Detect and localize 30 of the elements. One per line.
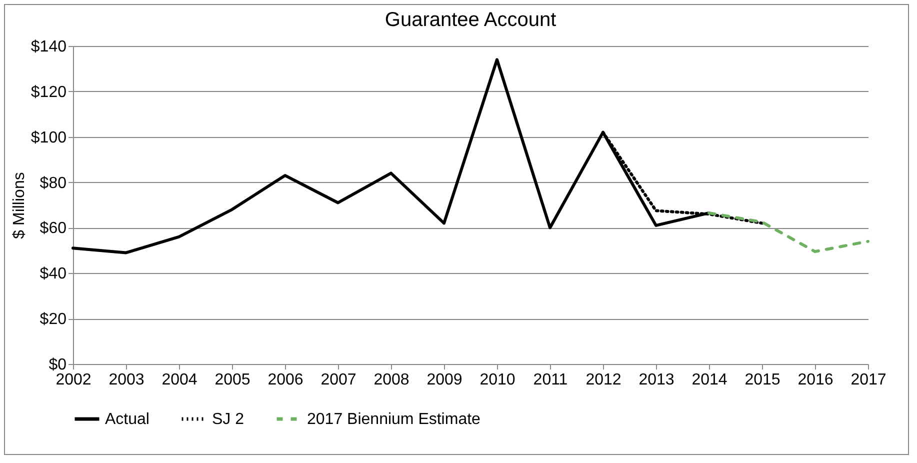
x-tick-label: 2002	[56, 372, 92, 388]
y-tick-label: $120	[30, 84, 67, 101]
legend-label: Actual	[105, 411, 150, 428]
x-tick-label: 2011	[533, 372, 568, 388]
y-tick-label: $100	[30, 129, 67, 146]
y-tick-label: $40	[40, 266, 67, 283]
line-series	[708, 211, 870, 254]
x-tick-label: 2017	[850, 372, 886, 388]
y-tick-label: $0	[48, 356, 67, 374]
x-tick-label: 2016	[798, 372, 834, 388]
y-tick-label: $140	[30, 38, 67, 56]
x-tick-label: 2013	[638, 372, 674, 388]
x-tick-label: 2006	[268, 372, 304, 388]
x-tick-label: 2009	[426, 372, 462, 388]
y-tick-label: $60	[40, 220, 67, 238]
x-tick-label: 2008	[374, 372, 410, 388]
x-tick-label: 2015	[744, 372, 780, 388]
x-tick-label: 2004	[162, 372, 198, 388]
y-axis-title: $ Millions	[10, 172, 28, 239]
legend-label: 2017 Biennium Estimate	[307, 411, 481, 428]
y-tick-label: $20	[40, 311, 67, 328]
chart-title: Guarantee Account	[384, 9, 557, 31]
y-tick-label: $80	[40, 174, 67, 192]
x-tick-label: 2003	[108, 372, 144, 388]
x-tick-label: 2007	[320, 372, 356, 388]
legend-label: SJ 2	[212, 411, 244, 428]
x-tick-label: 2012	[586, 372, 622, 388]
x-tick-label: 2014	[692, 372, 728, 388]
x-tick-label: 2010	[480, 372, 516, 388]
x-tick-label: 2005	[214, 372, 250, 388]
